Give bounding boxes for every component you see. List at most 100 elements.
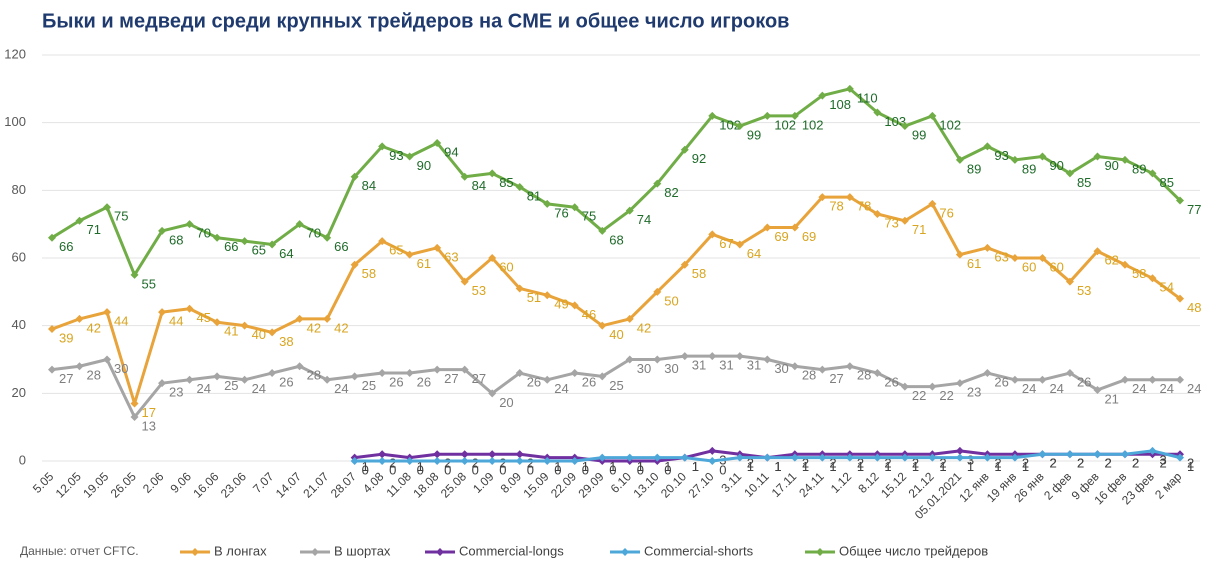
point-marker — [433, 450, 442, 459]
data-label: 24 — [1132, 381, 1146, 396]
data-label: 90 — [1049, 158, 1063, 173]
data-label: 76 — [554, 205, 568, 220]
point-marker — [955, 379, 964, 388]
point-marker — [460, 277, 469, 286]
data-label: 2 — [1049, 456, 1056, 471]
point-marker — [818, 365, 827, 374]
x-tick-label: 29.09 — [575, 469, 606, 500]
data-label: 2 — [829, 456, 836, 471]
data-label: 38 — [279, 334, 293, 349]
data-label: 2 — [857, 456, 864, 471]
data-label: 26 — [582, 374, 596, 389]
data-label: 0 — [582, 462, 589, 477]
y-tick-label: 40 — [12, 317, 26, 332]
data-label: 24 — [252, 381, 266, 396]
data-label: 0 — [664, 462, 671, 477]
data-label: 78 — [829, 199, 843, 214]
x-tick-label: 25.08 — [438, 469, 469, 500]
data-label: 2 — [444, 456, 451, 471]
data-label: 30 — [637, 361, 651, 376]
point-marker — [928, 453, 937, 462]
data-label: 65 — [389, 243, 403, 258]
point-marker — [350, 372, 359, 381]
point-marker — [515, 182, 524, 191]
data-label: 0 — [637, 462, 644, 477]
point-marker — [790, 111, 799, 120]
data-label: 77 — [1187, 202, 1201, 217]
point-marker — [625, 355, 634, 364]
data-label: 24 — [1159, 381, 1173, 396]
point-marker — [488, 450, 497, 459]
data-label: 50 — [664, 293, 678, 308]
data-label: 70 — [197, 226, 211, 241]
data-label: 0 — [609, 462, 616, 477]
x-tick-label: 2 фев — [1041, 469, 1074, 502]
point-marker — [873, 108, 882, 117]
data-label: 62 — [1104, 253, 1118, 268]
data-label: 1 — [609, 459, 616, 474]
data-label: 60 — [1022, 259, 1036, 274]
x-tick-label: 18.08 — [410, 469, 441, 500]
data-label: 24 — [1049, 381, 1063, 396]
data-label: 26 — [994, 374, 1008, 389]
legend-marker — [191, 548, 199, 556]
point-marker — [900, 453, 909, 462]
legend-label: Commercial-shorts — [644, 543, 754, 558]
point-marker — [1010, 254, 1019, 262]
data-label: 42 — [307, 320, 321, 335]
point-marker — [103, 203, 112, 212]
data-label: 1 — [884, 459, 891, 474]
point-marker — [653, 453, 662, 462]
point-marker — [763, 453, 772, 462]
data-label: 1 — [1187, 459, 1194, 474]
point-marker — [763, 355, 772, 364]
data-label: 26 — [1077, 374, 1091, 389]
data-label: 26 — [884, 374, 898, 389]
point-marker — [460, 365, 469, 374]
y-tick-label: 60 — [12, 249, 26, 264]
point-marker — [900, 382, 909, 391]
point-marker — [323, 375, 332, 384]
y-tick-label: 80 — [12, 182, 26, 197]
point-marker — [653, 179, 662, 188]
data-label: 68 — [609, 232, 623, 247]
data-label: 27 — [444, 371, 458, 386]
data-label: 0 — [417, 462, 424, 477]
point-marker — [48, 233, 56, 242]
point-marker — [240, 321, 249, 330]
data-label: 28 — [857, 368, 871, 383]
data-label: 75 — [582, 209, 596, 224]
point-marker — [75, 314, 84, 323]
data-label: 55 — [142, 276, 156, 291]
data-label: 2 — [1022, 456, 1029, 471]
point-marker — [983, 142, 992, 151]
point-marker — [488, 254, 497, 262]
data-label: 1 — [967, 459, 974, 474]
data-label: 69 — [802, 229, 816, 244]
point-marker — [488, 389, 497, 398]
point-marker — [130, 399, 139, 408]
data-label: 94 — [444, 144, 458, 159]
point-marker — [1010, 155, 1019, 164]
data-label: 89 — [967, 161, 981, 176]
data-label: 64 — [747, 246, 761, 261]
point-marker — [955, 155, 964, 164]
series-line — [51, 195, 1181, 405]
data-label: 21 — [1104, 391, 1118, 406]
data-label: 31 — [719, 358, 733, 373]
point-marker — [378, 457, 387, 465]
data-label: 20 — [499, 395, 513, 410]
point-marker — [735, 352, 744, 361]
data-label: 2 — [1132, 456, 1139, 471]
data-label: 2 — [527, 456, 534, 471]
data-label: 60 — [1049, 259, 1063, 274]
point-marker — [1093, 385, 1102, 394]
point-marker — [103, 355, 112, 364]
data-label: 61 — [967, 256, 981, 271]
legend-marker — [816, 548, 824, 556]
point-marker — [708, 230, 717, 239]
point-marker — [1176, 196, 1184, 205]
data-label: 26 — [279, 374, 293, 389]
point-marker — [708, 446, 717, 455]
data-label: 2 — [1077, 456, 1084, 471]
